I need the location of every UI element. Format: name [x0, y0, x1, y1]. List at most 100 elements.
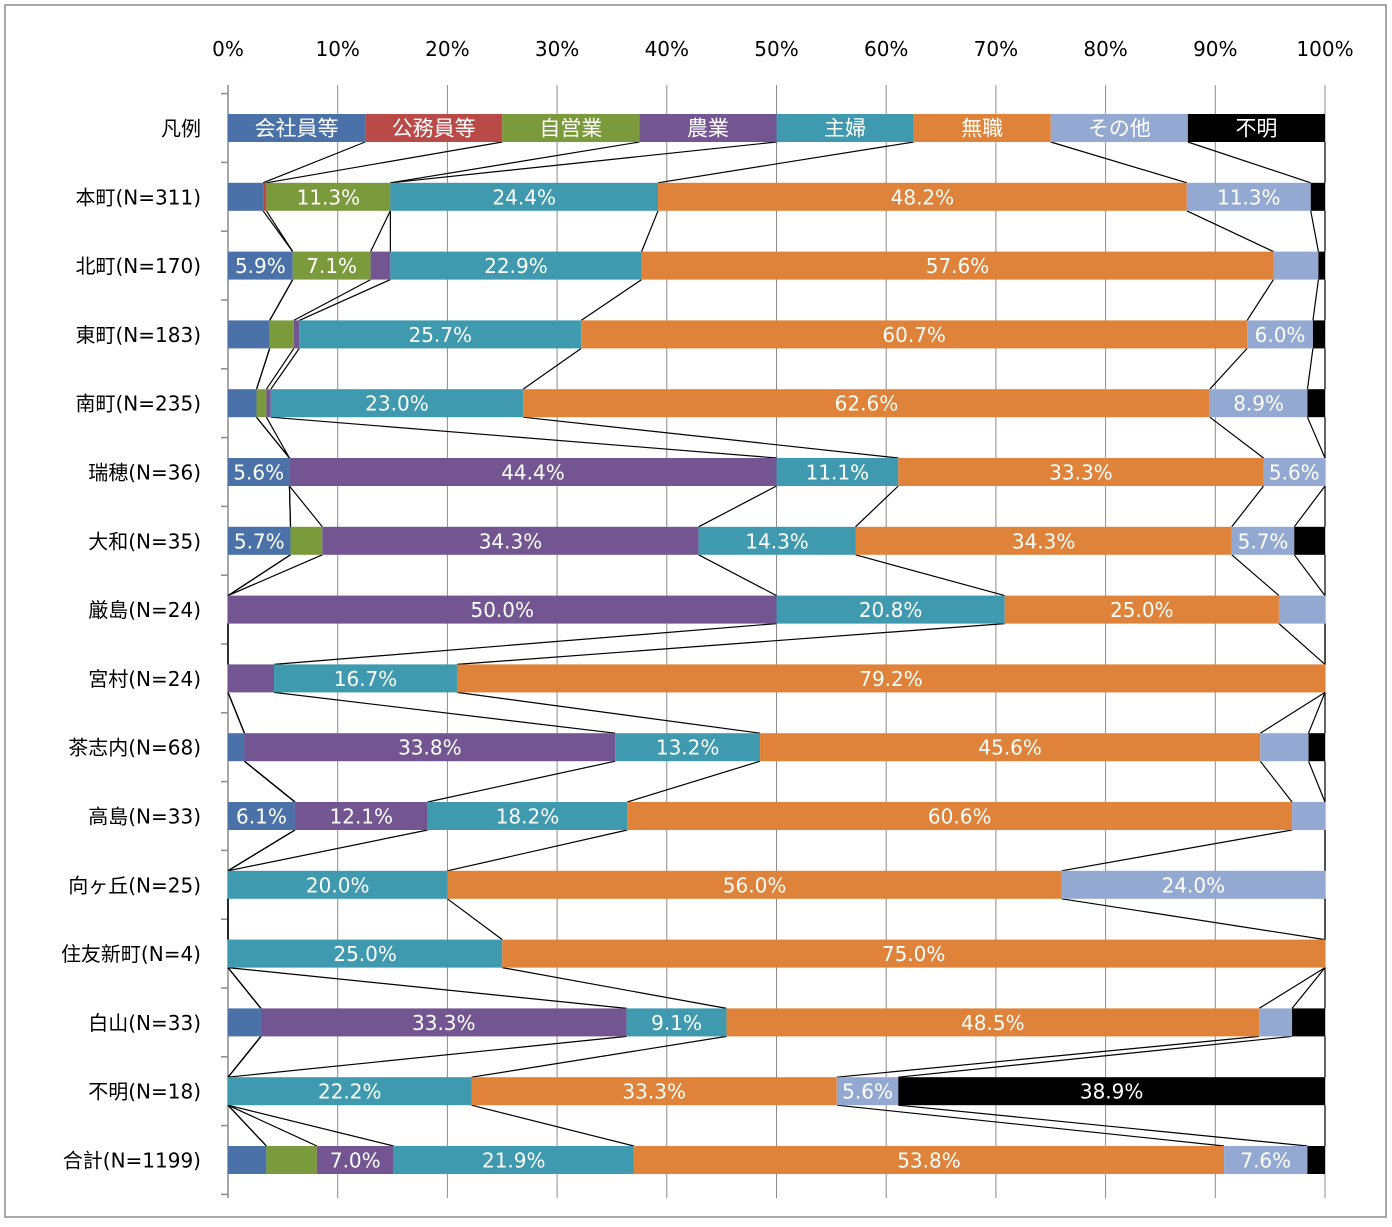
- bar-segment: [1292, 1008, 1325, 1037]
- connector-line: [299, 279, 391, 321]
- bar-segment: [776, 458, 899, 486]
- bar-segment: [471, 1077, 837, 1106]
- legend-swatch: [228, 114, 366, 142]
- connector-line: [522, 347, 582, 390]
- connector-line: [370, 210, 391, 252]
- bar-segment: [457, 664, 1325, 693]
- bar-segment: [627, 802, 1293, 830]
- bar-segment: [1231, 526, 1295, 555]
- connector-line: [227, 1104, 267, 1147]
- connector-line: [471, 1035, 727, 1078]
- bar-segment: [898, 1077, 1325, 1106]
- bar-segment: [266, 1146, 317, 1174]
- connector-line: [293, 279, 371, 321]
- bar-segment: [1308, 733, 1325, 762]
- bar-segment: [633, 1146, 1225, 1174]
- data-label: 5.7%: [1238, 529, 1289, 553]
- data-label: 22.2%: [318, 1080, 382, 1104]
- data-label: 16.7%: [334, 667, 398, 691]
- data-label: 11.3%: [297, 185, 361, 209]
- connector-line: [270, 416, 777, 459]
- connector-line: [471, 1104, 635, 1147]
- data-label: 57.6%: [926, 254, 990, 278]
- connector-line: [1291, 967, 1326, 1009]
- connector-line: [836, 1104, 1225, 1147]
- connector-line: [657, 141, 914, 184]
- data-label: 24.4%: [492, 185, 556, 209]
- connector-line: [265, 210, 294, 252]
- bar-segment: [228, 664, 275, 693]
- connector-line: [227, 554, 323, 597]
- data-label: 22.9%: [484, 254, 548, 278]
- category-label: 本町(N=311): [76, 185, 202, 209]
- bar-segment: [1061, 870, 1325, 899]
- connector-line: [627, 760, 761, 803]
- connector-line: [227, 1036, 262, 1078]
- legend-label: 不明: [1235, 117, 1277, 141]
- data-label: 5.6%: [842, 1080, 893, 1104]
- connector-line: [227, 967, 262, 1009]
- bar-segment: [1186, 182, 1311, 211]
- data-label: 60.6%: [928, 805, 992, 829]
- x-tick-label: 40%: [645, 37, 689, 61]
- connector-line: [855, 485, 899, 528]
- bar-segment: [855, 526, 1232, 555]
- data-label: 8.9%: [1233, 392, 1284, 416]
- legend-label: 無職: [961, 117, 1003, 141]
- x-tick-label: 20%: [425, 37, 469, 61]
- x-tick-label: 30%: [535, 37, 579, 61]
- data-label: 6.0%: [1255, 323, 1306, 347]
- legend-swatch: [502, 114, 640, 142]
- connector-line: [273, 691, 616, 734]
- data-label: 34.3%: [1012, 529, 1076, 553]
- data-label: 21.9%: [482, 1149, 546, 1173]
- bar-segment: [294, 802, 428, 830]
- data-labels: 会社員等 公務員等 自営業 農業 主婦 無職 その他 不明 11.3% 24.4% 48.2% 11.…: [233, 117, 1319, 1173]
- connector-line: [1209, 416, 1264, 459]
- connector-line: [227, 829, 428, 872]
- connector-line: [227, 1104, 394, 1147]
- connector-line: [256, 416, 290, 459]
- connector-line: [265, 348, 295, 390]
- bar-segment: [641, 251, 1274, 280]
- data-label: 5.7%: [234, 529, 285, 553]
- legend-swatch: [365, 114, 503, 142]
- category-label: 不明(N=18): [88, 1080, 201, 1104]
- bar-segment: [615, 733, 761, 762]
- x-tick-label: 10%: [315, 37, 359, 61]
- connector-line: [1312, 279, 1320, 321]
- data-label: 45.6%: [978, 736, 1042, 760]
- connector-line: [1310, 210, 1320, 252]
- data-label: 38.9%: [1080, 1080, 1144, 1104]
- data-label: 75.0%: [882, 942, 946, 966]
- connector-line: [227, 829, 296, 872]
- bar-segment: [260, 1008, 627, 1037]
- connector-line: [1187, 141, 1311, 184]
- connector-line: [1061, 898, 1326, 941]
- connector-line: [580, 279, 642, 321]
- x-tick-label: 100%: [1296, 37, 1353, 61]
- connector-line: [447, 829, 628, 872]
- connector-line: [1231, 554, 1280, 597]
- bar-segment: [228, 1146, 267, 1174]
- category-label: 東町(N=183): [76, 323, 202, 347]
- data-label: 34.3%: [479, 529, 543, 553]
- legend-swatch: [1187, 114, 1325, 142]
- category-label: 住友新町(N=4): [61, 942, 201, 966]
- data-label: 33.3%: [412, 1011, 476, 1035]
- bar-segment: [390, 251, 642, 280]
- connector-line: [1061, 829, 1293, 872]
- bar-segment: [626, 1008, 727, 1037]
- data-label: 44.4%: [501, 461, 565, 485]
- connector-line: [1306, 348, 1314, 390]
- data-label: 50.0%: [470, 598, 534, 622]
- connector-line: [227, 1104, 318, 1147]
- connector-line: [456, 691, 761, 734]
- bar-segment: [427, 802, 628, 830]
- legend-row-label: 凡例: [161, 117, 201, 141]
- bar-segment: [266, 182, 391, 211]
- bar-segment: [292, 251, 371, 280]
- bar-segment: [1263, 458, 1325, 486]
